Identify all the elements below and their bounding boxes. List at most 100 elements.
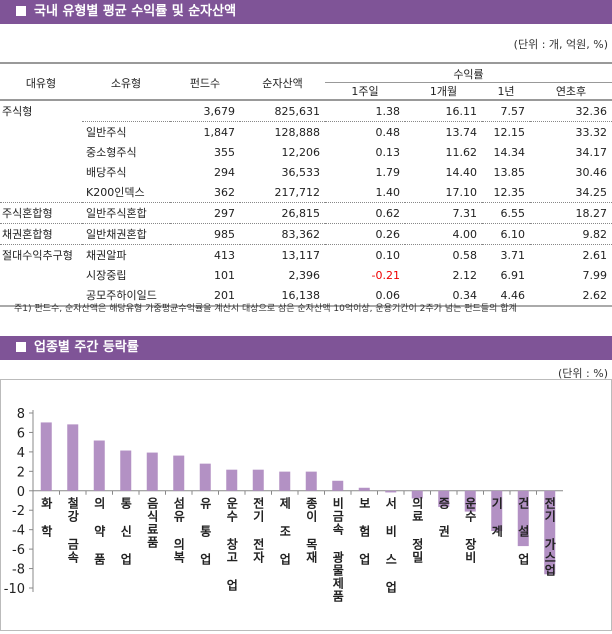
cell-minor: 배당주식 — [86, 166, 127, 179]
cell-major — [0, 142, 82, 162]
bar-2 — [93, 440, 105, 491]
bar-10 — [305, 471, 317, 491]
cell-m1: 0.34 — [452, 288, 478, 302]
cell-minor: 공모주하이일드 — [86, 289, 157, 302]
bar-19 — [544, 490, 556, 575]
cell-w1: 0.10 — [325, 244, 405, 265]
bar-4 — [146, 452, 158, 491]
x-category-label: 기 계 — [490, 495, 504, 537]
cell-m1: 14.40 — [445, 165, 478, 179]
header-minor: 소유형 — [110, 76, 142, 90]
cell-w1: 0.48 — [325, 121, 405, 142]
cell-funds: 985 — [170, 223, 240, 245]
x-category-label: 통 신 업 — [119, 495, 133, 565]
cell-ytd: 34.25 — [575, 185, 608, 199]
cell-ytd: 7.99 — [582, 268, 608, 282]
cell-y1: 3.71 — [482, 244, 530, 265]
cell-minor: 일반채권혼합 — [82, 223, 170, 245]
cell-w1: 0.62 — [325, 202, 405, 224]
cell-assets: 217,712 — [274, 185, 321, 199]
bar-12 — [358, 487, 370, 491]
cell-w1: 0.26 — [325, 223, 405, 245]
cell-minor: 중소형주식 — [86, 146, 137, 159]
table-row: 시장중립 101 2,396 -0.21 2.12 6.91 7.99 — [0, 265, 612, 285]
cell-minor: 채권알파 — [82, 244, 170, 265]
y-tick-label: -2 — [12, 504, 25, 519]
y-tick-label: -8 — [12, 563, 25, 578]
section-title: 국내 유형별 평균 수익률 및 순자산액 — [34, 4, 237, 19]
cell-minor: 일반주식혼합 — [82, 202, 170, 224]
cell-assets: 128,888 — [240, 121, 325, 142]
cell-funds: 297 — [170, 202, 240, 224]
x-category-label: 섬유 의복 — [172, 495, 186, 563]
cell-y1: 12.15 — [482, 121, 530, 142]
cell-ytd: 18.27 — [530, 202, 612, 224]
y-tick-label: -10 — [4, 582, 25, 597]
cell-y1: 6.10 — [482, 223, 530, 245]
cell-ytd: 9.82 — [530, 223, 612, 245]
cell-assets: 12,206 — [281, 145, 321, 159]
x-category-label: 전기 가스업 — [543, 495, 557, 576]
x-category-label: 제 조 업 — [278, 496, 292, 565]
x-category-label: 비금속 광물제품 — [331, 495, 345, 602]
cell-w1: 1.40 — [375, 185, 401, 199]
bar-9 — [279, 471, 291, 491]
table-row: 채권혼합형 일반채권혼합 985 83,362 0.26 4.00 6.10 9.82 — [0, 223, 612, 245]
header-1y: 1년 — [497, 85, 515, 98]
cell-ytd: 2.61 — [530, 244, 612, 265]
header-assets: 순자산액 — [262, 76, 303, 90]
header-returns: 수익률 — [325, 63, 612, 83]
section-title: 업종별 주간 등락률 — [34, 340, 139, 355]
y-tick-label: -6 — [12, 543, 25, 558]
cell-major: 주식혼합형 — [0, 202, 82, 224]
cell-major — [0, 265, 82, 285]
table-row: 주식혼합형 일반주식혼합 297 26,815 0.62 7.31 6.55 18.27 — [0, 202, 612, 224]
cell-y1: 7.57 — [500, 104, 526, 118]
cell-funds: 355 — [214, 145, 235, 159]
cell-funds: 1,847 — [170, 121, 240, 142]
y-tick-label: -4 — [12, 524, 25, 539]
cell-assets: 26,815 — [240, 202, 325, 224]
cell-major — [0, 162, 82, 182]
table-row: K200인덱스 362 217,712 1.40 17.10 12.35 34.25 — [0, 182, 612, 203]
cell-major: 절대수익추구형 — [0, 244, 82, 265]
x-category-label: 건 설 업 — [516, 495, 530, 565]
x-category-label: 철강 금속 — [66, 495, 80, 563]
cell-m1: 4.00 — [405, 223, 482, 245]
cell-ytd: 2.62 — [582, 288, 608, 302]
cell-y1: 14.34 — [493, 145, 526, 159]
cell-funds: 201 — [214, 288, 235, 302]
bar-15 — [438, 490, 450, 507]
cell-m1: 11.62 — [445, 145, 478, 159]
cell-y1: 13.85 — [493, 165, 526, 179]
cell-minor: K200인덱스 — [86, 186, 145, 199]
x-category-label: 운수 창고 업 — [225, 495, 239, 591]
x-category-label: 서 비 스 업 — [384, 495, 398, 593]
header-ytd: 연초후 — [555, 85, 587, 98]
cell-minor: 일반주식 — [82, 121, 170, 142]
cell-major: 주식형 — [2, 105, 33, 119]
unit-label: (단위 : %) — [558, 367, 608, 380]
cell-y1: 12.35 — [493, 185, 526, 199]
table-row: 중소형주식 355 12,206 0.13 11.62 14.34 34.17 — [0, 142, 612, 162]
cell-m1: 17.10 — [445, 185, 478, 199]
x-category-label: 유 통 업 — [198, 496, 212, 565]
square-bullet-icon — [16, 342, 26, 352]
bar-14 — [411, 490, 423, 499]
section-header-sector: 업종별 주간 등락률 — [0, 336, 612, 360]
footnote: 주1) 펀드수, 순자산액은 해당유형 가중평균수익률을 계산시 대상으로 삼은… — [14, 304, 517, 314]
bar-13 — [385, 490, 397, 493]
table-row: 공모주하이일드 201 16,138 0.06 0.34 4.46 2.62 — [0, 285, 612, 306]
bar-8 — [252, 469, 264, 491]
x-category-label: 종이 목재 — [304, 496, 318, 563]
cell-major — [0, 182, 82, 203]
x-category-label: 보 험 업 — [357, 496, 371, 565]
bar-1 — [67, 424, 79, 491]
cell-major: 채권혼합형 — [0, 223, 82, 245]
table-row: 주식형 3,679 825,631 1.38 16.11 7.57 32.36 — [0, 100, 612, 122]
cell-m1: 13.74 — [405, 121, 482, 142]
bar-6 — [199, 463, 211, 491]
cell-major — [0, 122, 82, 143]
x-category-label: 운수 장비 — [463, 495, 477, 563]
header-funds: 펀드수 — [189, 76, 221, 90]
